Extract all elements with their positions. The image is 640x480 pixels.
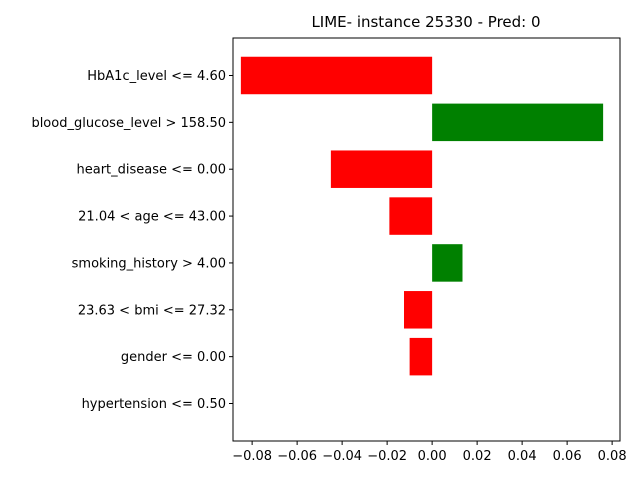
bars-group xyxy=(240,56,604,376)
x-tick-label: 0.02 xyxy=(463,449,492,464)
bar-0 xyxy=(240,56,433,95)
bar-6 xyxy=(409,337,433,376)
y-tick-label: smoking_history > 4.00 xyxy=(72,256,226,271)
chart-title: LIME- instance 25330 - Pred: 0 xyxy=(311,13,540,31)
x-tick-label: 0.04 xyxy=(508,449,537,464)
x-tick-label: 0.06 xyxy=(553,449,582,464)
bar-3 xyxy=(389,197,433,235)
y-tick-label: heart_disease <= 0.00 xyxy=(76,163,226,178)
bar-5 xyxy=(404,291,433,329)
x-tick-label: −0.08 xyxy=(232,449,272,464)
y-tick-label: hypertension <= 0.50 xyxy=(82,397,226,412)
bar-1 xyxy=(432,103,604,142)
y-axis-ticks: HbA1c_level <= 4.60 blood_glucose_level >… xyxy=(31,69,233,412)
y-tick-label: HbA1c_level <= 4.60 xyxy=(87,69,226,84)
x-tick-label: −0.06 xyxy=(277,449,317,464)
x-tick-label: −0.02 xyxy=(367,449,407,464)
y-tick-label: blood_glucose_level > 158.50 xyxy=(31,116,226,131)
y-tick-label: gender <= 0.00 xyxy=(121,350,226,365)
bar-4 xyxy=(432,244,463,282)
plot-frame xyxy=(232,37,621,442)
bar-2 xyxy=(330,150,433,188)
x-tick-label: −0.04 xyxy=(322,449,362,464)
x-axis-ticks: −0.08 −0.06 −0.04 −0.02 0.00 0.02 0.04 0.06 0.08 xyxy=(232,441,627,464)
x-tick-label: 0.00 xyxy=(418,449,447,464)
x-tick-label: 0.08 xyxy=(598,449,627,464)
y-tick-label: 21.04 < age <= 43.00 xyxy=(78,210,226,225)
y-tick-label: 23.63 < bmi <= 27.32 xyxy=(78,303,226,318)
